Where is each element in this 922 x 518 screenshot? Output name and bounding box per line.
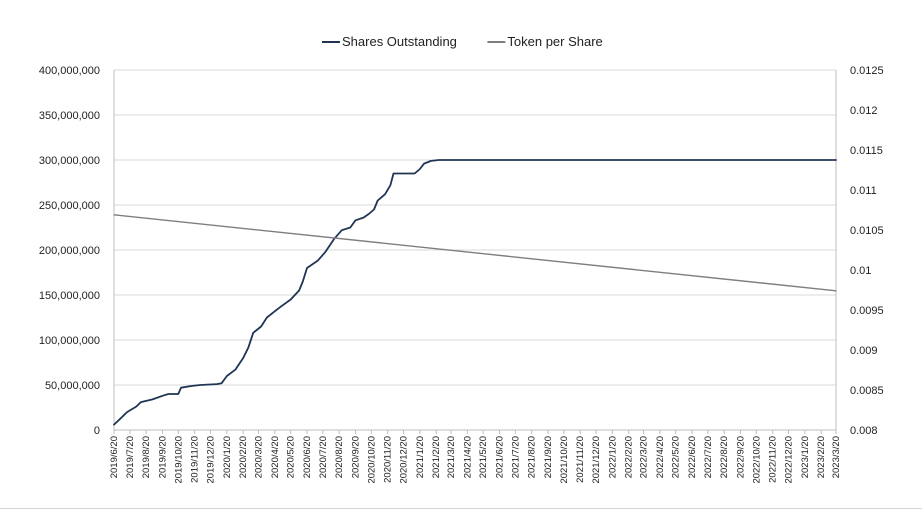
shares-outstanding-line [113, 159, 837, 426]
x-tick-label: 2021/8/20 [527, 436, 538, 478]
y-right-tick-label: 0.0085 [850, 385, 884, 397]
legend-label: Token per Share [507, 34, 602, 49]
x-tick-label: 2019/8/20 [141, 436, 152, 478]
bottom-divider [0, 508, 922, 509]
x-tick-label: 2020/12/20 [399, 436, 410, 484]
token-per-share-line [113, 214, 837, 292]
x-tick-label: 2022/5/20 [671, 436, 682, 478]
y-left-tick-label: 50,000,000 [45, 380, 100, 392]
x-tick-label: 2021/11/20 [575, 436, 586, 483]
x-tick-label: 2023/1/20 [800, 436, 811, 478]
x-tick-label: 2019/11/20 [190, 436, 201, 483]
x-tick-label: 2021/2/20 [431, 436, 442, 478]
x-tick-label: 2020/4/20 [270, 436, 281, 478]
x-tick-label: 2019/12/20 [206, 436, 217, 484]
x-tick-label: 2020/7/20 [318, 436, 329, 478]
x-tick-label: 2020/10/20 [366, 436, 377, 484]
x-tick-label: 2020/5/20 [286, 436, 297, 478]
x-tick-label: 2019/6/20 [109, 436, 120, 478]
x-tick-label: 2022/1/20 [607, 436, 618, 478]
x-tick-label: 2021/10/20 [559, 436, 570, 484]
x-tick-label: 2022/8/20 [719, 436, 730, 478]
y-left-tick-label: 300,000,000 [39, 155, 100, 167]
y-right-tick-label: 0.0115 [850, 145, 883, 157]
x-tick-label: 2019/9/20 [158, 436, 169, 478]
x-tick-label: 2022/2/20 [624, 436, 635, 478]
x-tick-label: 2022/12/20 [784, 436, 795, 484]
x-tick-label: 2019/7/20 [125, 436, 136, 478]
y-right-tick-label: 0.012 [850, 105, 878, 117]
x-tick-label: 2020/2/20 [238, 436, 249, 478]
x-tick-label: 2022/7/20 [703, 436, 714, 478]
y-left-tick-label: 400,000,000 [39, 65, 100, 77]
x-tick-label: 2021/12/20 [591, 436, 602, 484]
x-tick-label: 2022/6/20 [687, 436, 698, 478]
x-tick-label: 2022/10/20 [751, 436, 762, 484]
x-tick-label: 2021/5/20 [478, 436, 489, 478]
y-right-tick-label: 0.0105 [850, 225, 884, 237]
y-left-tick-label: 100,000,000 [39, 335, 100, 347]
y-right-tick-label: 0.011 [850, 185, 877, 197]
y-left-tick-label: 150,000,000 [39, 290, 100, 302]
x-tick-label: 2022/11/20 [768, 436, 779, 483]
y-right-tick-label: 0.0125 [850, 65, 884, 77]
x-tick-label: 2020/6/20 [302, 436, 313, 478]
x-tick-label: 2021/6/20 [495, 436, 506, 478]
x-tick-label: 2021/3/20 [446, 436, 457, 478]
y-right-tick-label: 0.0095 [850, 305, 884, 317]
x-tick-label: 2020/11/20 [383, 436, 394, 483]
x-tick-label: 2021/9/20 [543, 436, 554, 478]
y-right-tick-label: 0.009 [850, 345, 878, 357]
x-tick-label: 2021/1/20 [415, 436, 426, 478]
x-tick-label: 2021/4/20 [462, 436, 473, 478]
y-left-tick-label: 250,000,000 [39, 200, 100, 212]
y-left-tick-label: 200,000,000 [39, 245, 100, 257]
x-tick-label: 2021/7/20 [510, 436, 521, 478]
x-tick-label: 2019/10/20 [173, 436, 184, 484]
y-left-tick-label: 350,000,000 [39, 110, 100, 122]
x-tick-label: 2022/4/20 [655, 436, 666, 478]
x-tick-label: 2022/9/20 [736, 436, 747, 478]
x-tick-label: 2020/8/20 [334, 436, 345, 478]
y-right-tick-label: 0.008 [850, 425, 878, 437]
x-tick-label: 2020/3/20 [254, 436, 265, 478]
x-tick-label: 2020/9/20 [351, 436, 362, 478]
y-left-tick-label: 0 [94, 425, 100, 437]
legend-label: Shares Outstanding [342, 34, 457, 49]
x-tick-label: 2020/1/20 [222, 436, 233, 478]
x-tick-label: 2023/3/20 [831, 436, 842, 478]
x-tick-label: 2022/3/20 [639, 436, 650, 478]
x-tick-label: 2023/2/20 [816, 436, 827, 478]
y-right-tick-label: 0.01 [850, 265, 871, 277]
